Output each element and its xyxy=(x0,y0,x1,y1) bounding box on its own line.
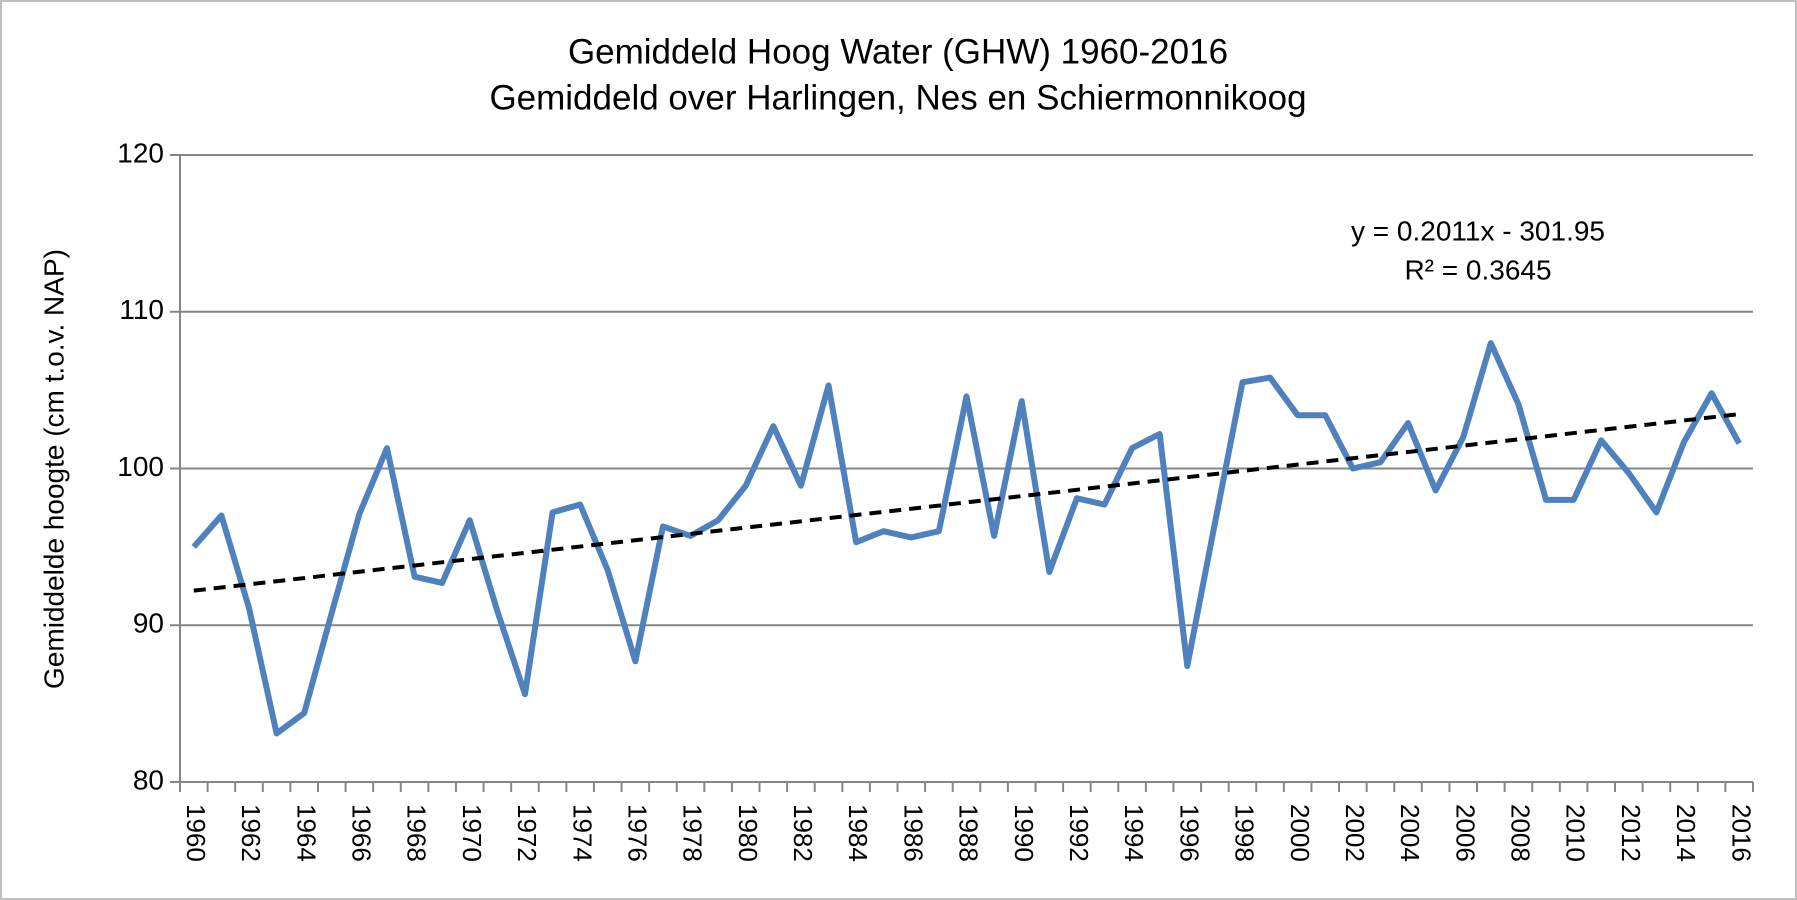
x-tick-label: 1976 xyxy=(622,804,652,862)
x-tick-label: 2016 xyxy=(1726,804,1756,862)
y-tick-label: 80 xyxy=(133,764,164,795)
y-tick-label: 100 xyxy=(117,451,164,482)
x-tick-label: 2008 xyxy=(1506,804,1536,862)
chart-subtitle: Gemiddeld over Harlingen, Nes en Schierm… xyxy=(489,78,1306,117)
x-tick-label: 2012 xyxy=(1616,804,1646,862)
x-tick-label: 1974 xyxy=(567,804,597,862)
y-tick-label: 90 xyxy=(133,608,164,639)
x-tick-label: 2004 xyxy=(1395,804,1425,862)
x-tick-label: 1998 xyxy=(1230,804,1260,862)
x-tick-label: 1984 xyxy=(843,804,873,862)
x-tick-label: 1966 xyxy=(347,804,377,862)
x-tick-label: 1988 xyxy=(954,804,984,862)
x-tick-label: 1960 xyxy=(181,804,211,862)
trend-equation: y = 0.2011x - 301.95 xyxy=(1351,215,1605,246)
x-tick-label: 1980 xyxy=(733,804,763,862)
trend-r-squared: R² = 0.3645 xyxy=(1404,254,1551,285)
x-tick-label: 2014 xyxy=(1671,804,1701,862)
x-tick-label: 1972 xyxy=(512,804,542,862)
x-tick-label: 2000 xyxy=(1285,804,1315,862)
x-tick-label: 1986 xyxy=(898,804,928,862)
x-tick-label: 1968 xyxy=(402,804,432,862)
x-tick-label: 1994 xyxy=(1119,804,1149,862)
x-tick-label: 2010 xyxy=(1561,804,1591,862)
x-tick-label: 1978 xyxy=(678,804,708,862)
x-tick-label: 1996 xyxy=(1174,804,1204,862)
chart-title: Gemiddeld Hoog Water (GHW) 1960-2016 xyxy=(568,32,1228,71)
y-tick-label: 110 xyxy=(119,294,164,325)
x-tick-label: 2002 xyxy=(1340,804,1370,862)
data-line xyxy=(191,340,1742,737)
x-tick-label: 1992 xyxy=(1064,804,1094,862)
x-tick-label: 1990 xyxy=(1009,804,1039,862)
x-tick-label: 1964 xyxy=(291,804,321,862)
x-tick-label: 1970 xyxy=(457,804,487,862)
y-tick-label: 120 xyxy=(117,137,164,168)
x-tick-label: 2006 xyxy=(1450,804,1480,862)
x-tick-label: 1962 xyxy=(236,804,266,862)
x-tick-label: 1982 xyxy=(788,804,818,862)
y-axis-label: Gemiddelde hoogte (cm t.o.v. NAP) xyxy=(38,249,69,689)
